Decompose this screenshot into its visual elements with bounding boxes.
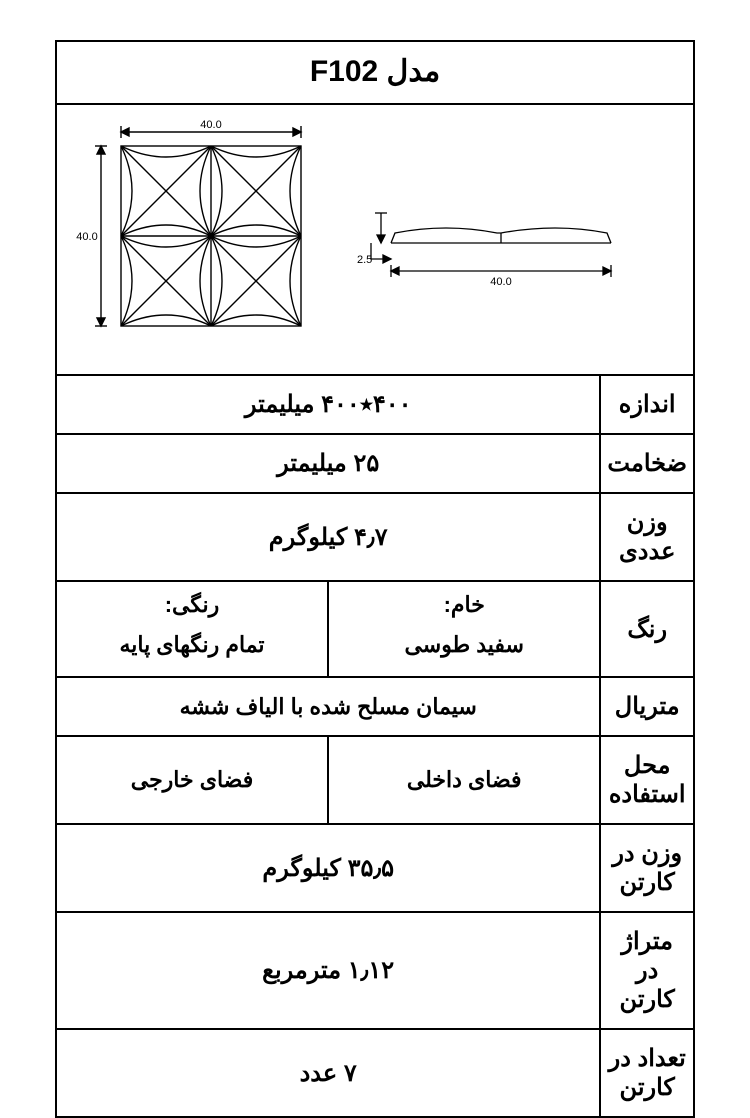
spec-table: مدل F102 40.0 bbox=[55, 40, 695, 1118]
row-color-label: رنگ bbox=[600, 581, 694, 677]
row-boxarea-label: متراژ در کارتن bbox=[600, 912, 694, 1029]
row-material-label: متریال bbox=[600, 677, 694, 736]
row-color-raw: خام: سفید طوسی bbox=[328, 581, 600, 677]
row-usage-v2: فضای خارجی bbox=[56, 736, 328, 824]
row-color-paint: رنگی: تمام رنگهای پایه bbox=[56, 581, 328, 677]
row-size-value: ۴۰۰٭۴۰۰ میلیمتر bbox=[56, 375, 600, 434]
row-usage-v1: فضای داخلی bbox=[328, 736, 600, 824]
dim-side: 40.0 bbox=[76, 231, 97, 243]
page-title: مدل F102 bbox=[56, 41, 694, 104]
row-size-label: اندازه bbox=[600, 375, 694, 434]
row-boxwt-label: وزن در کارتن bbox=[600, 824, 694, 912]
dim-width: 40.0 bbox=[490, 276, 511, 288]
row-unitwt-value: ۴٫۷ کیلوگرم bbox=[56, 493, 600, 581]
paint-value: تمام رنگهای پایه bbox=[119, 632, 264, 657]
row-material-value: سیمان مسلح شده با الیاف ششه bbox=[56, 677, 600, 736]
diagram-cell: 40.0 40.0 bbox=[56, 104, 694, 375]
row-boxcount-label: تعداد در کارتن bbox=[600, 1029, 694, 1117]
raw-label: خام: bbox=[335, 592, 593, 618]
row-boxwt-value: ۳۵٫۵ کیلوگرم bbox=[56, 824, 600, 912]
row-usage-label: محل استفاده bbox=[600, 736, 694, 824]
profile-diagram: 2.5 40.0 bbox=[351, 173, 631, 303]
dim-top: 40.0 bbox=[200, 119, 221, 131]
plan-diagram: 40.0 40.0 bbox=[71, 118, 321, 358]
row-unitwt-label: وزن عددی bbox=[600, 493, 694, 581]
row-thickness-value: ۲۵ میلیمتر bbox=[56, 434, 600, 493]
raw-value: سفید طوسی bbox=[404, 632, 524, 657]
dim-thick: 2.5 bbox=[357, 254, 372, 266]
row-thickness-label: ضخامت bbox=[600, 434, 694, 493]
row-boxcount-value: ۷ عدد bbox=[56, 1029, 600, 1117]
paint-label: رنگی: bbox=[63, 592, 321, 618]
row-boxarea-value: ۱٫۱۲ مترمربع bbox=[56, 912, 600, 1029]
